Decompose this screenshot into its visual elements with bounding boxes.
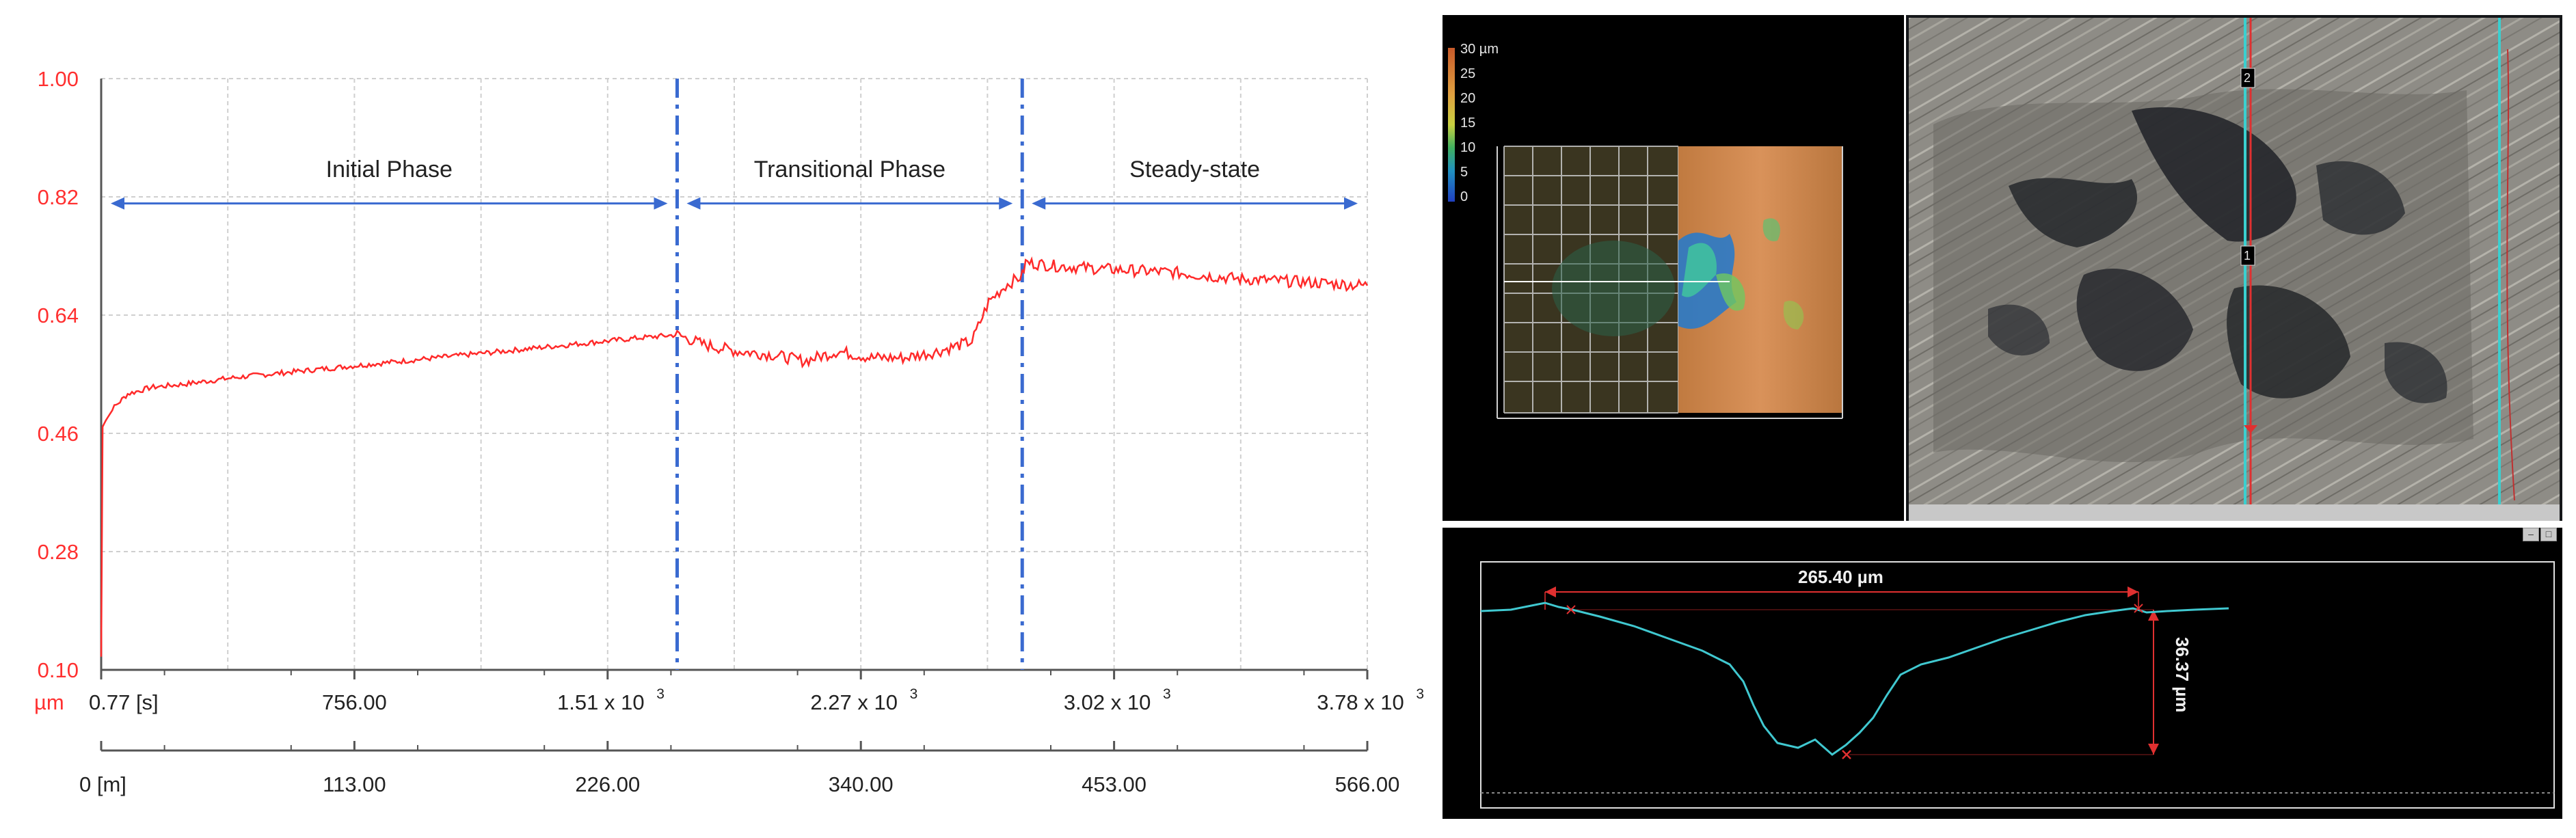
micrograph-panel: 2 1 (1906, 15, 2562, 521)
marker-2: 2 (2244, 71, 2251, 85)
micrograph-image (1909, 18, 2560, 521)
profile-depth-label: 36.37 µm (2172, 637, 2192, 713)
phase-arrow-head-right (1344, 197, 1358, 210)
y-tick-label: 0.10 (38, 658, 79, 682)
x-time-tick-label: 0.77 [s] (89, 690, 159, 714)
profile-width-label: 265.40 µm (1798, 567, 1883, 587)
x-time-tick-exponent: 3 (1163, 686, 1171, 702)
phase-boundaries (675, 79, 1024, 670)
x-time-tick-exponent: 3 (1416, 686, 1424, 702)
x-time-tick-labels: 0.77 [s] 756.00 1.51 x 10 3 2.27 x 10 3 3.02 x… (89, 686, 1424, 714)
marker-1: 1 (2244, 249, 2251, 262)
x-distance-tick-labels: 0 [m] 113.00 226.00 340.00 453.00 566.00 (79, 772, 1399, 796)
phase-annotations: Initial Phase Transitional Phase Steady-st… (111, 157, 1358, 210)
y-tick-label: 0.82 (38, 185, 79, 209)
color-scale-bar (1448, 48, 1455, 202)
scale-tick-0: 0 (1460, 189, 1468, 204)
height-map-panel: 30 µm 25 20 15 10 5 0 (1443, 15, 1904, 521)
phase-arrow-head-right (654, 197, 668, 210)
x-time-tick-label: 1.51 x 10 (557, 690, 645, 714)
friction-chart: Initial Phase Transitional Phase Steady-st… (34, 67, 1424, 796)
x-time-tick-label: 3.78 x 10 (1317, 690, 1404, 714)
x-distance-tick-label: 340.00 (829, 772, 894, 796)
x-time-tick-exponent: 3 (656, 686, 665, 702)
y-tick-labels: 1.00 0.82 0.64 0.46 0.28 0.10 (38, 67, 79, 682)
y-tick-label: 0.64 (38, 303, 79, 327)
x-distance-tick-label: 113.00 (323, 772, 386, 796)
phase-label: Initial Phase (326, 157, 453, 183)
y-tick-label: 0.28 (38, 540, 79, 564)
phase-label: Steady-state (1129, 157, 1260, 183)
x-distance-tick-label: 0 [m] (79, 772, 126, 796)
x-time-tick-label: 756.00 (322, 690, 387, 714)
scale-tick-25: 25 (1460, 66, 1476, 81)
maximize-button[interactable]: □ (2540, 528, 2557, 541)
profile-plot (1480, 561, 2555, 809)
x-distance-tick-label: 566.00 (1335, 772, 1400, 796)
phase-arrow-head-left (686, 197, 701, 210)
height-map-image (1443, 15, 1904, 521)
scale-tick-10: 10 (1460, 140, 1476, 155)
x-time-tick-label: 2.27 x 10 (810, 690, 898, 714)
scale-tick-20: 20 (1460, 91, 1476, 106)
y-tick-label: 1.00 (38, 67, 79, 91)
phase-arrow-head-left (111, 197, 124, 210)
scale-tick-15: 15 (1460, 116, 1476, 131)
phase-arrow-head-left (1032, 197, 1046, 210)
y-tick-label: 0.46 (38, 422, 79, 446)
x-distance-tick-label: 226.00 (575, 772, 640, 796)
y-unit-label: µm (34, 690, 64, 714)
x-distance-tick-label: 453.00 (1082, 772, 1146, 796)
scale-unit-label: 30 µm (1460, 42, 1499, 57)
x-time-tick-exponent: 3 (910, 686, 918, 702)
friction-series-line (100, 256, 1369, 657)
chart-series (100, 256, 1369, 657)
phase-label: Transitional Phase (754, 157, 945, 183)
profile-panel: – □ 265.40 µm 36.37 µm (1443, 528, 2562, 819)
x-time-tick-label: 3.02 x 10 (1064, 690, 1151, 714)
phase-arrow-head-right (999, 197, 1013, 210)
scale-tick-5: 5 (1460, 165, 1468, 180)
minimize-button[interactable]: – (2523, 528, 2539, 541)
